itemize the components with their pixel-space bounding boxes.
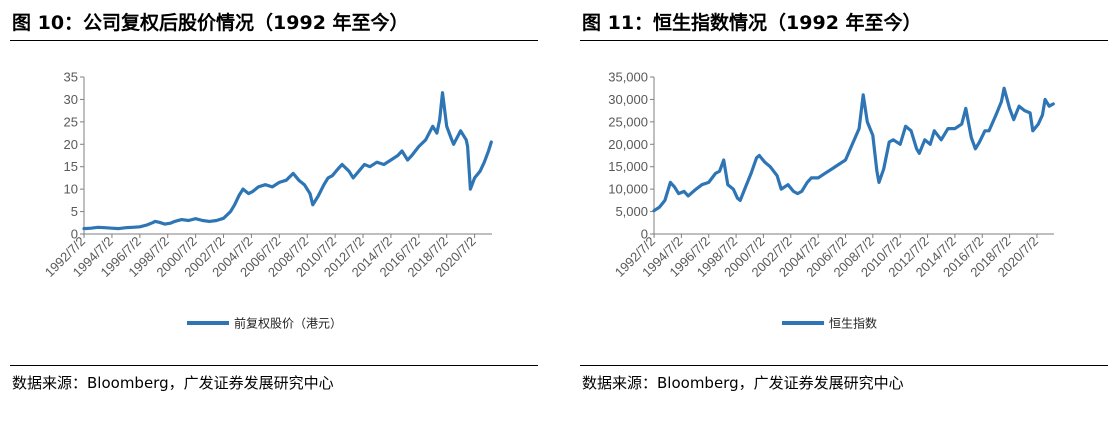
left-figure-panel: 图 10：公司复权后股价情况（1992 年至今） 0 5 10 15 20 25 30 35 1… xyxy=(10,12,538,392)
right-chart-legend-label: 恒生指数 xyxy=(829,316,877,331)
right-source-rule xyxy=(580,365,1108,366)
right-chart-y-tick-label: 30,000 xyxy=(608,92,648,107)
right-chart-y-tick-label: 10,000 xyxy=(608,182,648,197)
left-chart-legend-label: 前复权股价（港元） xyxy=(234,316,342,331)
right-title-rule xyxy=(580,40,1108,41)
left-chart-y-tick-label: 5 xyxy=(71,204,78,219)
left-chart-y-tick-label: 10 xyxy=(64,182,78,197)
left-chart-series-line-0 xyxy=(82,91,493,231)
left-chart-y-tick-label: 20 xyxy=(64,137,78,152)
left-chart-y-tick-label: 35 xyxy=(64,70,78,85)
right-chart-y-tick-label: 20,000 xyxy=(608,137,648,152)
right-chart-y-tick-label: 35,000 xyxy=(608,70,648,85)
left-chart-y-tick-label: 15 xyxy=(64,159,78,174)
right-chart-series-line-0 xyxy=(652,86,1055,213)
left-source-note: 数据来源：Bloomberg，广发证券发展研究中心 xyxy=(12,374,334,392)
left-chart-y-tick-label: 25 xyxy=(64,114,78,129)
right-chart-y-tick-label: 0 xyxy=(641,227,648,242)
left-source-rule xyxy=(10,365,538,366)
left-chart-y-tick-label: 0 xyxy=(71,227,78,242)
left-title-rule xyxy=(10,40,538,41)
right-chart-y-tick-label: 15,000 xyxy=(608,159,648,174)
right-source-note: 数据来源：Bloomberg，广发证券发展研究中心 xyxy=(582,374,904,392)
right-chart-y-tick-label: 5,000 xyxy=(615,204,648,219)
right-figure-title: 图 11：恒生指数情况（1992 年至今） xyxy=(582,12,922,34)
left-chart-y-tick-label: 30 xyxy=(64,92,78,107)
left-stock-price-chart: 051015202530351992/7/21994/7/21996/7/219… xyxy=(42,70,493,331)
right-hang-seng-chart: 0 5,000 10,000 15,000 20,000 25,000 30,000 35,0… xyxy=(608,70,1055,331)
right-figure-panel: 图 11：恒生指数情况（1992 年至今） 0 5,000 10,000 15,000… xyxy=(570,0,1118,430)
right-chart-y-tick-label: 25,000 xyxy=(608,114,648,129)
left-figure-title: 图 10：公司复权后股价情况（1992 年至今） xyxy=(12,12,409,34)
